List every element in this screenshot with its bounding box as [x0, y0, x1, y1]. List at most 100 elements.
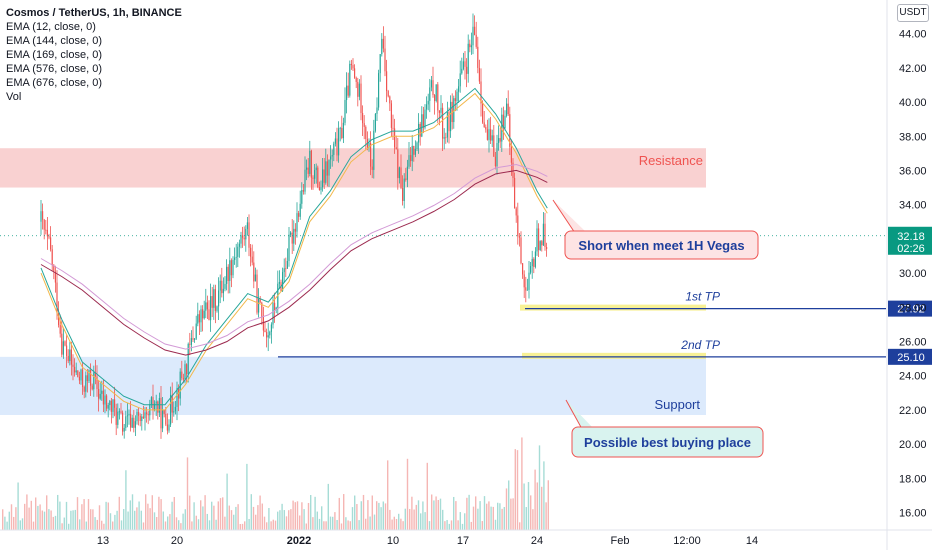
volume-bar [138, 501, 140, 530]
candle-body [147, 414, 149, 416]
callout-text: Possible best buying place [584, 435, 751, 450]
tp-label: 1st TP [685, 290, 720, 304]
candle-body [296, 213, 298, 232]
candle-body [242, 235, 244, 238]
candle-body [181, 371, 183, 379]
volume-bar [391, 519, 393, 530]
candle-body [293, 228, 295, 244]
volume-bar [356, 504, 358, 530]
candle-body [126, 415, 128, 417]
time-tick-label: 20 [171, 535, 183, 547]
volume-bar [301, 502, 303, 530]
price-tick-label: 28.00 [899, 302, 927, 314]
candle-body [512, 162, 514, 178]
candle-body [179, 371, 181, 399]
volume-bar [420, 513, 422, 530]
volume-bar [32, 521, 35, 530]
volume-bar [547, 480, 549, 530]
currency-button[interactable]: USDT [897, 4, 929, 22]
indicator-ema-676[interactable]: EMA (676, close, 0) [6, 77, 102, 89]
volume-bar [472, 506, 475, 530]
indicator-ema-576[interactable]: EMA (576, close, 0) [6, 63, 102, 75]
volume-bar [395, 518, 398, 530]
candle-body [128, 413, 130, 416]
candle-body [518, 236, 520, 238]
volume-bar [120, 520, 123, 530]
candle-body [274, 302, 276, 311]
candle-body [315, 167, 317, 171]
chart-legend: Cosmos / TetherUS, 1h, BINANCE EMA (12, … [6, 6, 182, 104]
volume-bar [248, 518, 250, 530]
indicator-volume[interactable]: Vol [6, 91, 22, 103]
time-tick-label: 2022 [287, 535, 311, 547]
candle-body [400, 167, 402, 188]
candle-body [349, 63, 351, 96]
candle-body [397, 149, 399, 179]
volume-bar [202, 506, 204, 530]
volume-bar [457, 520, 459, 530]
candle-body [350, 63, 352, 66]
candle-body [501, 114, 503, 142]
volume-bar [360, 501, 362, 530]
volume-bar [219, 498, 222, 530]
volume-bar [314, 496, 316, 530]
candle-body [432, 80, 434, 96]
candle-body [285, 268, 287, 270]
candle-body [269, 331, 271, 336]
candle-body [387, 91, 389, 97]
candle-body [117, 411, 119, 425]
time-tick-label: 24 [531, 535, 543, 547]
volume-bar [107, 502, 109, 530]
candle-body [213, 289, 215, 308]
candle-body [290, 232, 292, 235]
volume-bar [365, 518, 367, 530]
volume-bar [87, 499, 90, 530]
candle-body [141, 416, 143, 422]
candle-body [454, 98, 456, 102]
candle-body [157, 401, 159, 413]
candle-body [438, 110, 440, 113]
candle-body [43, 219, 45, 230]
candle-body [352, 65, 354, 69]
volume-bar [483, 496, 486, 530]
candle-body [376, 107, 378, 114]
candle-body [131, 417, 133, 428]
candle-body [82, 369, 84, 387]
candle-body [347, 85, 349, 96]
indicator-ema-12[interactable]: EMA (12, close, 0) [6, 21, 96, 33]
candle-body [218, 290, 220, 307]
candle-body [462, 61, 464, 69]
volume-bar [129, 500, 131, 530]
candle-body [50, 237, 52, 250]
candle-body [475, 34, 477, 47]
time-tick-label: 12:00 [673, 535, 701, 547]
candle-body [155, 401, 157, 404]
candle-body [389, 96, 391, 104]
volume-bar [48, 509, 50, 530]
candle-body [192, 338, 194, 340]
volume-bar [208, 520, 211, 530]
volume-bar [508, 480, 510, 530]
candle-body [448, 111, 450, 132]
volume-bar [162, 511, 164, 530]
candle-body [240, 235, 242, 244]
candle-body [166, 424, 168, 431]
candle-body [506, 103, 508, 116]
volume-bar [134, 510, 136, 530]
symbol-title[interactable]: Cosmos / TetherUS, 1h, BINANCE [6, 7, 182, 19]
volume-bar [536, 482, 538, 530]
indicator-ema-169[interactable]: EMA (169, close, 0) [6, 49, 102, 61]
candle-body [485, 127, 487, 130]
candle-body [424, 109, 426, 128]
volume-bar [103, 523, 105, 530]
candle-body [342, 122, 344, 139]
volume-bar [433, 500, 435, 530]
indicator-ema-144[interactable]: EMA (144, close, 0) [6, 35, 102, 47]
candle-body [480, 81, 482, 104]
candle-body [453, 98, 455, 123]
volume-bar [367, 500, 369, 530]
support-label: Support [654, 397, 700, 412]
candle-body [237, 246, 239, 257]
volume-bar [189, 495, 191, 530]
